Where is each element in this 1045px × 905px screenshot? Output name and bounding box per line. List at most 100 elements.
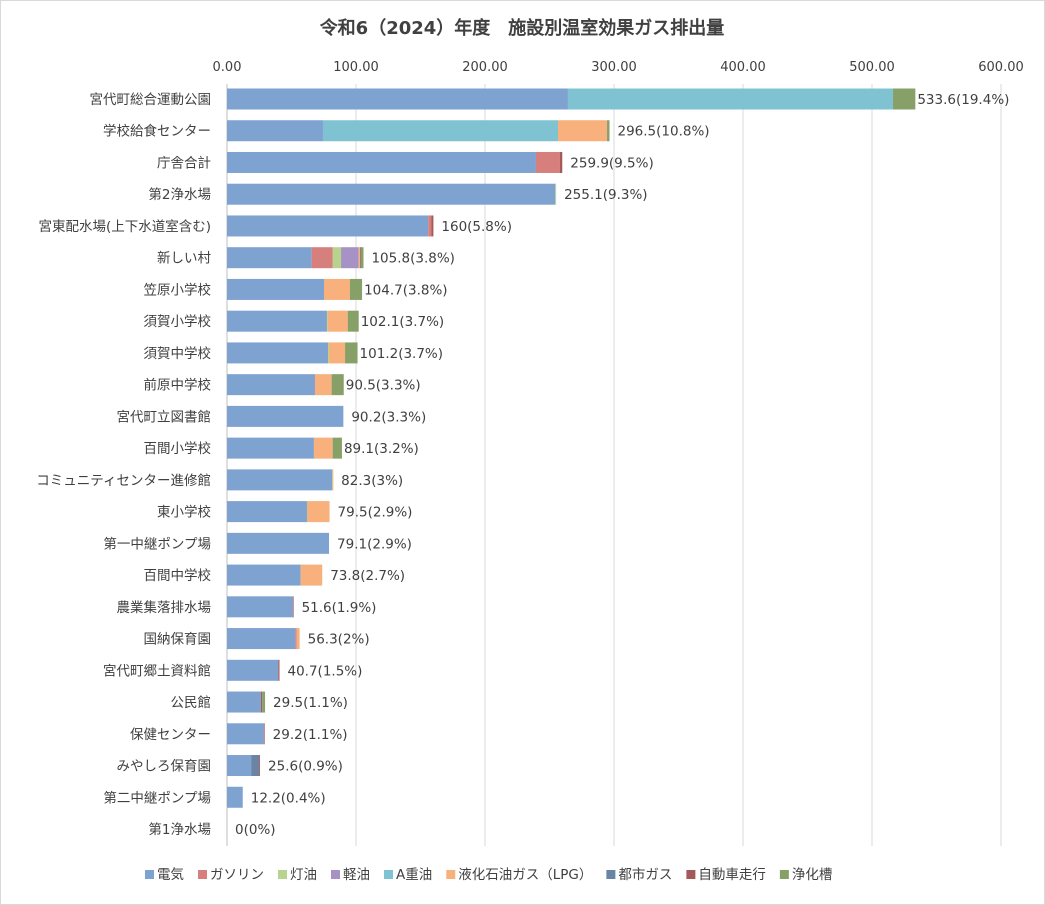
legend-item: 灯油 — [290, 867, 317, 883]
category-label: 保健センター — [130, 727, 211, 743]
legend-swatch — [686, 870, 696, 879]
bar-segment — [332, 247, 342, 269]
data-label: 102.1(3.7%) — [361, 314, 444, 330]
bar-segment — [349, 278, 363, 300]
legend-item: 液化石油ガス（LPG） — [458, 867, 592, 883]
legend-swatch — [779, 870, 789, 879]
bar-segment — [227, 532, 330, 554]
legend-swatch — [446, 870, 456, 879]
data-label: 90.2(3.3%) — [351, 409, 426, 425]
bar-segment — [278, 659, 280, 681]
bar-segment — [431, 215, 434, 237]
bar-segment — [567, 88, 894, 110]
data-label: 82.3(3%) — [341, 473, 403, 489]
data-label: 90.5(3.3%) — [346, 378, 421, 394]
category-label: 第一中継ポンプ場 — [103, 535, 211, 552]
legend-swatch — [278, 870, 287, 879]
category-label: 東小学校 — [157, 504, 211, 521]
x-axis-ticks: 0.00 100.00 200.00 300.00 400.00 500.00 600.00 — [213, 60, 1024, 75]
legend-item: 自動車走行 — [698, 867, 766, 883]
bar-segment — [251, 755, 260, 777]
bar-segment — [313, 437, 333, 459]
bar-segment — [559, 151, 563, 173]
bar-segment — [535, 151, 560, 173]
bar-segment — [555, 183, 557, 205]
bar-segment — [227, 564, 301, 586]
legend-swatch — [198, 870, 207, 879]
bar-segment — [227, 120, 323, 142]
data-label: 0(0%) — [235, 822, 276, 838]
bar-segment — [295, 628, 297, 650]
category-label: みやしろ保育園 — [117, 759, 212, 775]
bar-segment — [314, 374, 332, 396]
bar-segment — [227, 755, 252, 777]
bar-segment — [332, 469, 334, 491]
bar-segment — [227, 691, 261, 713]
legend: 電気 ガソリン 灯油 軽油 A重油 液化石油ガス（LPG） 都市ガス 自動車走行 浄化槽 — [145, 866, 832, 883]
bar-segment — [227, 247, 312, 269]
data-label: 56.3(2%) — [308, 632, 370, 648]
x-tick-label: 100.00 — [333, 60, 379, 75]
bar-segment — [260, 691, 263, 713]
bar-segment — [329, 342, 346, 364]
category-label: コミュニティセンター進修館 — [36, 473, 211, 489]
bar-segment — [263, 723, 265, 745]
bar-segment — [227, 659, 279, 681]
data-label: 12.2(0.4%) — [251, 790, 326, 806]
category-label: 庁舎合計 — [157, 155, 211, 171]
legend-swatch — [145, 870, 154, 879]
data-label: 296.5(10.8%) — [617, 124, 709, 140]
category-label: 宮代町立図書館 — [117, 409, 212, 425]
bar-segment — [293, 596, 294, 618]
x-tick-label: 400.00 — [720, 60, 766, 75]
bar-segment — [360, 247, 364, 269]
bar-segment — [227, 628, 296, 650]
bar-segment — [332, 437, 342, 459]
legend-item: ガソリン — [210, 867, 264, 883]
legend-swatch — [384, 870, 393, 879]
bar-segment — [227, 596, 294, 618]
legend-item: 都市ガス — [618, 866, 672, 883]
category-label: 第2浄水場 — [148, 186, 211, 203]
category-label: 笠原小学校 — [144, 281, 212, 298]
bar-segment — [227, 437, 314, 459]
data-label: 29.5(1.1%) — [273, 695, 348, 711]
bar-segment — [558, 120, 608, 142]
data-label: 73.8(2.7%) — [330, 568, 405, 584]
bar-segment — [300, 564, 323, 586]
bar-segment — [307, 501, 330, 523]
bar-segment — [227, 310, 327, 332]
legend-item: 軽油 — [343, 867, 370, 883]
data-label: 79.1(2.9%) — [337, 536, 412, 552]
legend-swatch — [606, 870, 616, 879]
category-label: 宮東配水場(上下水道室含む) — [38, 218, 211, 235]
bar-segment — [358, 247, 360, 269]
data-labels: 533.6(19.4%) 296.5(10.8%) 259.9(9.5%) 255.1… — [235, 92, 1009, 838]
bar-segment — [227, 469, 333, 491]
x-tick-label: 600.00 — [978, 60, 1024, 75]
bar-segment — [227, 786, 243, 808]
data-label: 25.6(0.9%) — [268, 759, 343, 775]
gridlines — [226, 84, 1002, 846]
data-label: 79.5(2.9%) — [338, 505, 413, 521]
category-label: 百間中学校 — [144, 567, 212, 584]
legend-swatch — [331, 870, 340, 879]
bar-segment — [262, 691, 266, 713]
x-tick-label: 0.00 — [213, 60, 242, 75]
bar-segment — [259, 755, 261, 777]
bar-segment — [311, 247, 333, 269]
category-label: 公民館 — [171, 695, 212, 711]
category-label: 第二中継ポンプ場 — [103, 789, 211, 806]
category-label: 前原中学校 — [144, 377, 212, 394]
bar-segment — [347, 310, 359, 332]
bar-segment — [428, 215, 432, 237]
data-label: 259.9(9.5%) — [570, 155, 653, 171]
category-label: 須賀中学校 — [144, 345, 212, 362]
data-label: 51.6(1.9%) — [302, 600, 377, 616]
bar-segment — [227, 342, 329, 364]
category-label: 百間小学校 — [144, 440, 212, 457]
bar-segment — [331, 374, 344, 396]
bar-segment — [227, 405, 344, 427]
category-label: 宮代町郷土資料館 — [103, 663, 211, 679]
